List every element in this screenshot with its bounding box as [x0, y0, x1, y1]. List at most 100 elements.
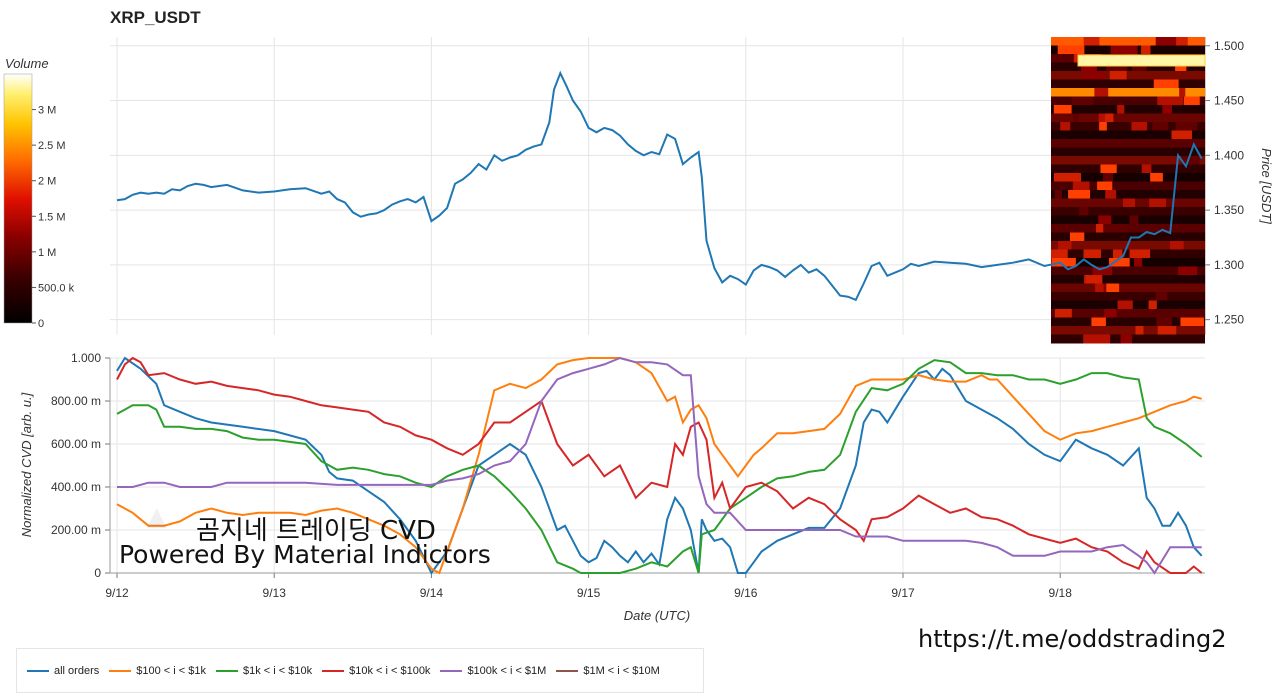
price-y-tick-label: 1.400	[1214, 148, 1244, 162]
heatmap-cell	[1109, 71, 1127, 80]
heatmap-cell	[1095, 283, 1104, 293]
heatmap-cell	[1057, 45, 1085, 55]
heatmap-cell	[1094, 88, 1109, 97]
price-y-tick-label: 1.250	[1214, 313, 1244, 327]
heatmap-row	[1051, 156, 1205, 165]
price-y-tick-label: 1.350	[1214, 203, 1244, 217]
heatmap-cell	[1105, 190, 1117, 199]
heatmap-cell	[1083, 249, 1102, 259]
heatmap-row	[1051, 292, 1205, 301]
heatmap-cell	[1120, 334, 1132, 344]
heatmap-row	[1051, 173, 1205, 182]
cvd-x-tick-label: 9/16	[734, 586, 758, 600]
price-line	[116, 70, 1203, 302]
chart-title: XRP_USDT	[110, 8, 201, 27]
cvd-line-series-4	[117, 356, 1202, 575]
price-plot-area	[110, 37, 1205, 335]
heatmap-row	[1051, 96, 1205, 106]
cvd-y-tick-label: 600.00 m	[51, 437, 101, 451]
heatmap-cell	[1073, 113, 1080, 123]
heatmap-cell	[1054, 309, 1072, 318]
cvd-y-tick-label: 800.00 m	[51, 394, 101, 408]
heatmap-cell	[1135, 326, 1144, 335]
colorbar-tick-label: 0	[38, 318, 44, 330]
legend-swatch	[440, 669, 463, 672]
heatmap-row	[1051, 139, 1205, 148]
cvd-plot-area	[110, 358, 1205, 573]
heatmap-cell	[1149, 198, 1166, 208]
cvd-x-tick-label: 9/12	[105, 586, 129, 600]
cvd-line-series-3	[116, 356, 1203, 574]
heatmap-row	[1051, 224, 1205, 233]
colorbar-tick-label: 500.0 k	[38, 282, 75, 294]
heatmap-cell	[1131, 122, 1148, 131]
heatmap-cell	[1181, 156, 1200, 165]
price-chart: 1.500 1.450 1.400 1.350 1.300 1.250 Price [USD…	[110, 37, 1274, 344]
cvd-y-tick-label: 200.00 m	[51, 523, 101, 537]
legend-item: $1k < i < $10k	[215, 665, 312, 677]
heatmap-cell	[1110, 45, 1138, 55]
heatmap-volume-wall	[1078, 55, 1205, 66]
heatmap-row	[1051, 113, 1205, 123]
legend-swatch	[215, 669, 238, 672]
heatmap-cell	[1117, 105, 1125, 114]
price-y-tick-label: 1.300	[1214, 258, 1244, 272]
heatmap-cell	[1103, 224, 1128, 233]
heatmap-cell	[1168, 37, 1188, 46]
legend-swatch	[27, 669, 49, 672]
heatmap-volume-wall-border	[1077, 54, 1206, 67]
heatmap-cell	[1178, 266, 1198, 276]
heatmap-cell	[1103, 173, 1114, 182]
heatmap-row	[1051, 181, 1205, 191]
heatmap-cell	[1085, 275, 1103, 284]
legend-item: $1M < i < $10M	[556, 664, 660, 677]
cvd-x-axis-label: Date (UTC)	[624, 608, 690, 623]
heatmap-cell	[1104, 309, 1117, 318]
heatmap-cell	[1148, 300, 1157, 310]
heatmap-cell	[1129, 215, 1139, 225]
heatmap-row	[1051, 190, 1205, 199]
legend-label: $10k < i < $100k	[349, 664, 431, 677]
heatmap-cell	[1141, 164, 1152, 174]
heatmap-cell	[1171, 130, 1193, 140]
heatmap-row	[1051, 215, 1205, 225]
heatmap-cell	[1180, 317, 1205, 327]
heatmap-cell	[1134, 258, 1143, 267]
heatmap-cell	[1083, 37, 1100, 46]
heatmap-row	[1051, 130, 1205, 140]
heatmap-row	[1051, 317, 1205, 327]
colorbar-tick-label: 1.5 M	[38, 211, 66, 223]
cvd-y-tick-label: 1.000	[71, 351, 101, 365]
heatmap-cell	[1053, 173, 1082, 182]
legend-item: $10k < i < $100k	[322, 665, 430, 677]
price-y-tick-label: 1.450	[1214, 94, 1244, 108]
heatmap-row	[1051, 79, 1205, 89]
heatmap-cell	[1170, 241, 1184, 250]
heatmap-cell	[1150, 173, 1163, 182]
heatmap-cell	[1098, 113, 1110, 123]
heatmap-cell	[1053, 105, 1072, 114]
heatmap-cell	[1106, 62, 1128, 72]
legend-label: $100k < i < $1M	[467, 664, 547, 677]
colorbar-tick-label: 3 M	[38, 105, 56, 117]
legend-swatch	[109, 669, 132, 672]
legend-label: all orders	[54, 664, 100, 677]
colorbar-gradient	[3, 73, 33, 324]
heatmap-cell	[1122, 198, 1136, 208]
heatmap-cell	[1098, 215, 1112, 225]
heatmap-row	[1051, 37, 1205, 46]
heatmap-cell	[1099, 122, 1107, 131]
colorbar-tick-label: 2.5 M	[38, 140, 66, 152]
heatmap-cell	[1057, 241, 1072, 250]
cvd-legend: all orders $100 < i < $1k $1k < i < $10k $1…	[16, 648, 704, 693]
legend-swatch	[322, 669, 345, 672]
heatmap-cell	[1153, 79, 1179, 89]
heatmap-cell	[1155, 292, 1168, 301]
heatmap-cell	[1113, 249, 1123, 259]
legend-label: $1M < i < $10M	[583, 664, 660, 677]
heatmap-cell	[1051, 249, 1068, 259]
heatmap-cell	[1179, 88, 1186, 97]
cvd-x-tick-label: 9/13	[263, 586, 287, 600]
heatmap-cell	[1155, 37, 1177, 46]
